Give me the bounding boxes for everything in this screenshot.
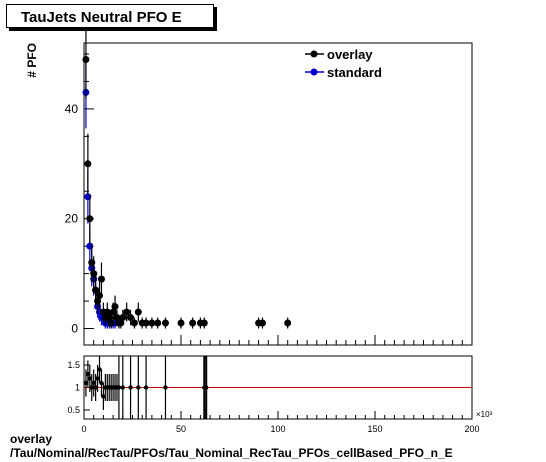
overlay-point	[111, 303, 119, 311]
ratio-point	[93, 385, 98, 390]
overlay-point	[189, 319, 197, 327]
overlay-point	[130, 319, 138, 327]
ratio-point	[97, 367, 102, 372]
footer-line-2: /Tau/Nominal/RecTau/PFOs/Tau_Nominal_Rec…	[10, 446, 453, 460]
legend-marker-standard	[310, 68, 318, 76]
main-y-tick-label: 0	[71, 322, 78, 336]
ratio-point	[89, 385, 94, 390]
ratio-x-tick-label: 0	[81, 424, 86, 434]
ratio-point	[204, 385, 209, 390]
ratio-point	[116, 385, 122, 390]
ratio-point	[163, 385, 168, 390]
ratio-point	[85, 371, 91, 377]
ratio-point	[143, 385, 149, 390]
ratio-y-tick-label: 1	[75, 383, 80, 393]
ratio-point	[101, 394, 106, 399]
ratio-y-tick-label: 0.5	[67, 405, 80, 415]
overlay-point	[86, 215, 94, 223]
legend-label-overlay: overlay	[327, 47, 373, 62]
overlay-point	[84, 160, 92, 168]
overlay-point	[97, 275, 105, 283]
ratio-point	[99, 380, 104, 386]
ratio-point	[83, 380, 89, 386]
main-y-axis-label: # PFO	[25, 43, 39, 78]
overlay-point	[119, 314, 127, 322]
ratio-y-tick-label: 1.5	[67, 360, 80, 370]
title-box: TauJets Neutral PFO E	[6, 4, 214, 28]
overlay-point	[258, 319, 266, 327]
ratio-x-tick-label: 50	[176, 424, 186, 434]
ratio-point	[95, 376, 100, 381]
legend-marker-overlay	[310, 50, 318, 58]
overlay-point	[148, 319, 156, 327]
overlay-point	[142, 319, 150, 327]
chart-title: TauJets Neutral PFO E	[21, 9, 182, 26]
overlay-point	[123, 308, 131, 316]
ratio-point	[120, 385, 126, 390]
ratio-x-tick-label: 150	[367, 424, 382, 434]
legend-label-standard: standard	[327, 65, 382, 80]
footer-line-1: overlay	[10, 432, 53, 446]
ratio-point	[136, 385, 141, 390]
ratio-x-tick-label: 200	[464, 424, 479, 434]
x-axis-multiplier: ×10³	[476, 410, 493, 419]
overlay-point	[134, 308, 142, 316]
ratio-point	[128, 385, 133, 390]
overlay-point	[154, 319, 162, 327]
overlay-point	[161, 319, 169, 327]
main-plot-frame	[83, 42, 473, 346]
overlay-point	[177, 319, 185, 327]
main-y-tick-label: 20	[65, 212, 79, 226]
main-y-tick-label: 40	[65, 102, 79, 116]
overlay-point	[90, 270, 98, 278]
overlay-point	[284, 319, 292, 327]
ratio-point	[87, 376, 93, 381]
overlay-point	[127, 314, 135, 322]
overlay-point	[82, 55, 90, 63]
ratio-x-tick-label: 100	[270, 424, 285, 434]
overlay-point	[200, 319, 208, 327]
ratio-point	[91, 380, 96, 386]
